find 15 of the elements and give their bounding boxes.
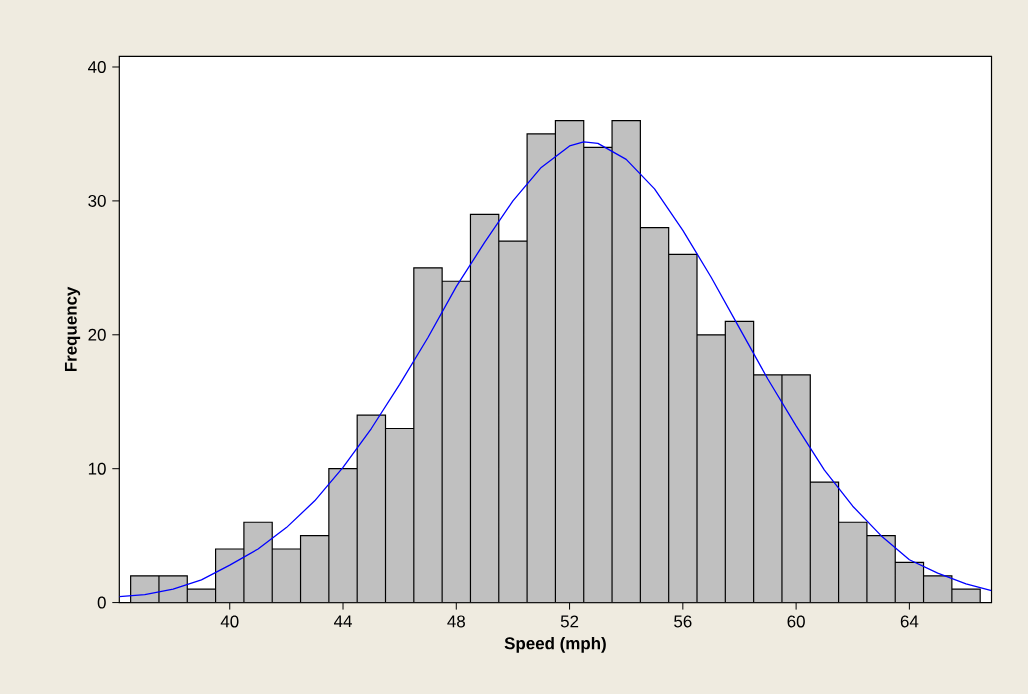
x-tick-label: 60 [787, 615, 805, 628]
x-tick-label: 52 [560, 615, 579, 628]
x-tick-label: 56 [674, 615, 692, 628]
y-tick-label: 40 [88, 61, 106, 73]
x-tick-label: 64 [900, 615, 919, 628]
x-axis-title: Speed (mph) [504, 636, 606, 653]
y-axis-title: Frequency [64, 286, 81, 372]
y-tick-label: 20 [88, 328, 106, 341]
y-tick-label: 0 [97, 596, 106, 609]
x-tick-label: 44 [333, 615, 352, 628]
line-series [119, 141, 992, 598]
x-tick-label: 40 [220, 615, 239, 628]
y-tick-label: 10 [88, 462, 106, 475]
x-tick-label: 48 [447, 615, 465, 628]
y-tick-label: 30 [88, 194, 106, 207]
